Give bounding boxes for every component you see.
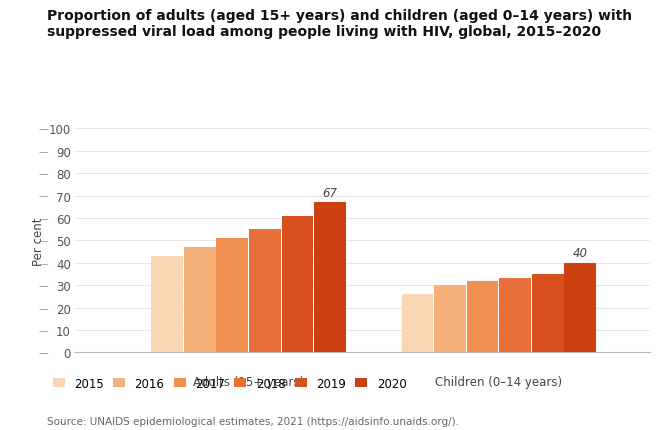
Y-axis label: Per cent: Per cent — [31, 217, 44, 265]
Text: Children (0–14 years): Children (0–14 years) — [436, 375, 562, 388]
Text: —: — — [39, 280, 49, 291]
Text: —: — — [39, 146, 49, 157]
Bar — [401, 295, 433, 353]
Bar — [499, 279, 531, 353]
Bar — [216, 239, 248, 353]
Text: —: — — [39, 236, 49, 246]
Text: —: — — [39, 191, 49, 201]
Bar — [564, 263, 596, 353]
Bar — [434, 286, 466, 353]
Text: 40: 40 — [573, 247, 588, 260]
Text: Source: UNAIDS epidemiological estimates, 2021 (https://aidsinfo.unaids.org/).: Source: UNAIDS epidemiological estimates… — [47, 416, 459, 426]
Bar — [151, 256, 183, 353]
Bar — [314, 203, 346, 353]
Bar — [184, 248, 216, 353]
Text: —: — — [39, 258, 49, 268]
Bar — [467, 281, 498, 353]
Text: —: — — [39, 347, 49, 358]
Bar — [249, 230, 281, 353]
Bar — [281, 216, 314, 353]
Text: —: — — [39, 169, 49, 179]
Text: Adults (15+ years): Adults (15+ years) — [193, 375, 304, 388]
Text: —: — — [39, 303, 49, 313]
Bar — [532, 274, 563, 353]
Text: 67: 67 — [322, 187, 338, 200]
Text: —: — — [39, 325, 49, 335]
Text: —: — — [39, 124, 49, 134]
Legend: 2015, 2016, 2017, 2018, 2019, 2020: 2015, 2016, 2017, 2018, 2019, 2020 — [53, 377, 407, 390]
Text: —: — — [39, 213, 49, 224]
Text: Proportion of adults (aged 15+ years) and children (aged 0–14 years) with
suppre: Proportion of adults (aged 15+ years) an… — [47, 9, 632, 39]
